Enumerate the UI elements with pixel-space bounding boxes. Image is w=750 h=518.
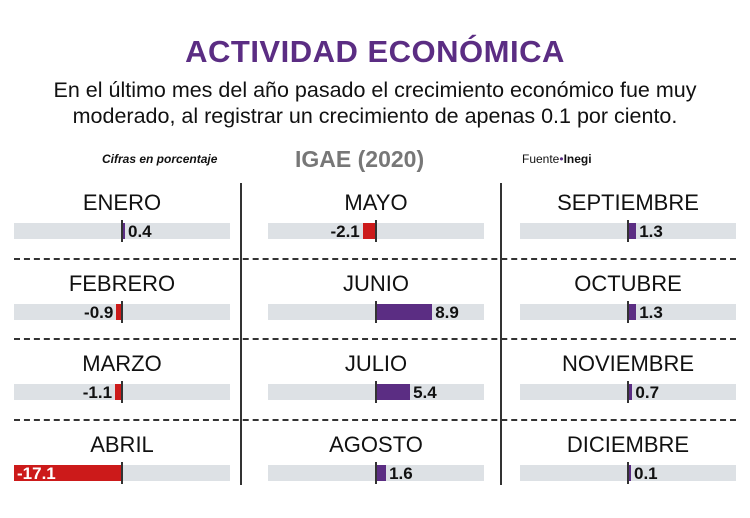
bar (628, 384, 633, 400)
bullet-icon: • (559, 152, 564, 166)
value-label: -0.9 (84, 303, 114, 322)
zero-axis (627, 301, 629, 323)
value-label: 1.3 (639, 222, 663, 241)
bar (628, 304, 637, 320)
bar-track: -1.1 (14, 381, 230, 403)
column-divider (500, 183, 502, 485)
month-label: NOVIEMBRE (561, 351, 695, 376)
zero-axis (375, 462, 377, 484)
bar-track: 0.7 (520, 381, 736, 403)
value-label: -1.1 (82, 383, 113, 402)
zero-axis (121, 220, 123, 242)
bar (116, 304, 122, 320)
chart-title: IGAE (2020) (295, 146, 425, 172)
bar-track: 1.3 (520, 301, 736, 323)
bar-track: -2.1 (268, 220, 484, 242)
column-divider (240, 183, 242, 485)
zero-axis (121, 301, 123, 323)
bar-track: 1.3 (520, 220, 736, 242)
month-label: OCTUBRE (574, 271, 682, 296)
bar (376, 465, 387, 481)
value-label: 1.6 (389, 464, 413, 483)
value-label: 5.4 (413, 383, 437, 402)
zero-axis (627, 381, 629, 403)
bar-track: -0.9 (14, 301, 230, 323)
zero-axis (375, 301, 377, 323)
units-note: Cifras en porcentaje (102, 152, 218, 166)
zero-axis (375, 381, 377, 403)
bar (628, 465, 631, 481)
month-label: JUNIO (343, 271, 409, 296)
bar (376, 384, 411, 400)
bar-track: 0.1 (520, 462, 736, 484)
month-label: AGOSTO (329, 432, 423, 457)
value-label: 1.3 (639, 303, 663, 322)
zero-axis (627, 462, 629, 484)
month-label: JULIO (344, 351, 408, 376)
value-label: 8.9 (435, 303, 459, 322)
bar (376, 304, 433, 320)
bar-track: 1.6 (268, 462, 484, 484)
month-label: ABRIL (90, 432, 154, 457)
value-label: -2.1 (330, 222, 360, 241)
zero-axis (375, 220, 377, 242)
month-label: MAYO (344, 190, 408, 215)
bar-track: 5.4 (268, 381, 484, 403)
bar-track: 8.9 (268, 301, 484, 323)
value-label: -17.1 (17, 464, 56, 483)
zero-axis (121, 462, 123, 484)
value-label: 0.1 (634, 464, 658, 483)
bar-track: 0.4 (14, 220, 230, 242)
bar-track: -17.1 (14, 462, 230, 484)
month-label: ENERO (82, 190, 162, 215)
source-name: Inegi (563, 152, 592, 166)
value-label: 0.7 (635, 383, 660, 402)
month-label: FEBRERO (68, 271, 176, 296)
source: Fuente•Inegi (522, 152, 592, 166)
subtitle-line-2: moderado, al registrar un crecimiento de… (72, 104, 678, 128)
month-label: SEPTIEMBRE (557, 190, 699, 215)
bar (115, 384, 122, 400)
row-divider (14, 258, 736, 260)
month-label: MARZO (82, 351, 162, 376)
value-label: 0.4 (128, 222, 152, 241)
source-label: Fuente (522, 152, 560, 166)
bar (14, 465, 122, 481)
zero-axis (121, 381, 123, 403)
row-divider (14, 419, 736, 421)
subtitle-line-1: En el último mes del año pasado el creci… (53, 78, 697, 102)
bar (122, 223, 125, 239)
bar (628, 223, 637, 239)
title: ACTIVIDAD ECONÓMICA (185, 34, 565, 69)
month-label: DICIEMBRE (566, 432, 690, 457)
bar (362, 223, 376, 239)
zero-axis (627, 220, 629, 242)
row-divider (14, 338, 736, 340)
